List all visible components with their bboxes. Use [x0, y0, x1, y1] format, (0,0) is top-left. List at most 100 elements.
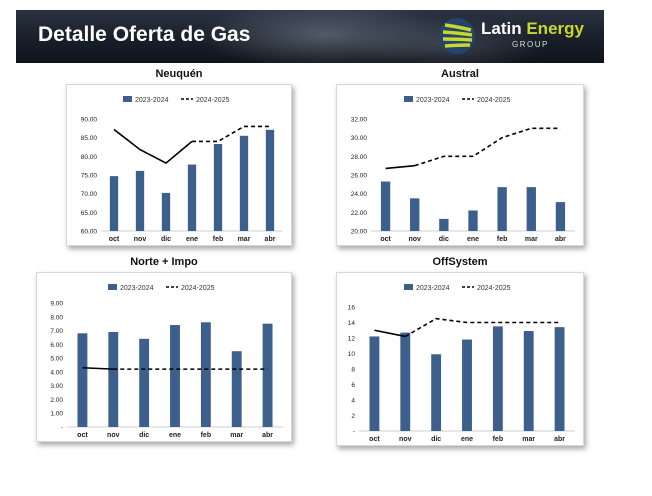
- legend-swatch-bar: [404, 96, 413, 102]
- latin-energy-logo-icon: [439, 18, 475, 54]
- x-tick-label: abr: [555, 236, 566, 243]
- y-tick-label: 3.00: [50, 383, 63, 390]
- y-tick-label: 30.00: [351, 135, 368, 142]
- x-tick-label: nov: [134, 236, 147, 243]
- x-tick-label: feb: [493, 436, 504, 443]
- x-tick-label: abr: [554, 436, 565, 443]
- series-line-solid: [82, 366, 114, 370]
- x-tick-label: ene: [186, 236, 198, 243]
- y-tick-label: 14: [348, 320, 356, 327]
- y-tick-label: 22.00: [351, 210, 368, 217]
- legend-label: 2024-2025: [181, 285, 215, 292]
- y-tick-label: 20.00: [351, 229, 368, 236]
- y-tick-label: 28.00: [351, 154, 368, 161]
- x-tick-label: mar: [525, 236, 538, 243]
- chart-panel-norte-impo: Norte + Impo - 1.00 2.00 3.00 4.00 5.00 6.00 7.…: [36, 256, 292, 446]
- chart-norte-impo: - 1.00 2.00 3.00 4.00 5.00 6.00 7.00 8.00 9.00 oct…: [50, 284, 283, 439]
- y-tick-label: 4.00: [50, 369, 63, 376]
- y-tick-label: 1.00: [50, 411, 63, 418]
- x-tick-label: feb: [497, 236, 508, 243]
- bar-ene: [468, 210, 478, 231]
- logo-subtitle: GROUP: [512, 40, 549, 49]
- chart-box: - 1.00 2.00 3.00 4.00 5.00 6.00 7.00 8.00 9.00 oct…: [36, 272, 292, 442]
- x-tick-label: abr: [262, 432, 273, 439]
- chart-panel-offsystem: OffSystem - 2 4 6 8 10 12 14 16 oct nov dic ene feb ma…: [336, 256, 584, 448]
- y-tick-label: 2.00: [50, 397, 63, 404]
- x-tick-label: feb: [213, 236, 224, 243]
- y-tick-label: 5.00: [50, 356, 63, 363]
- bar-mar: [526, 187, 536, 231]
- x-tick-label: oct: [109, 236, 120, 243]
- y-tick-label: -: [61, 425, 63, 432]
- legend-swatch-bar: [108, 284, 117, 290]
- chart-austral: 20.00 22.00 24.00 26.00 28.00 30.00 32.00 oct no…: [351, 96, 575, 243]
- chart-box: 60.00 65.00 70.00 75.00 80.00 85.00 90.00 oct no…: [66, 84, 292, 246]
- bar-ene: [462, 339, 472, 431]
- x-tick-label: nov: [107, 432, 120, 439]
- bar-feb: [200, 322, 211, 427]
- x-tick-label: mar: [238, 236, 251, 243]
- bar-abr: [555, 202, 566, 231]
- y-tick-label: 7.00: [50, 328, 63, 335]
- x-tick-label: mar: [522, 436, 535, 443]
- legend-label: 2024-2025: [477, 285, 511, 292]
- legend-label: 2023-2024: [135, 97, 169, 104]
- page-title: Detalle Oferta de Gas: [38, 23, 251, 46]
- chart-title: Norte + Impo: [130, 256, 198, 268]
- y-tick-label: 85.00: [81, 135, 98, 142]
- y-tick-label: 10: [348, 351, 356, 358]
- bar-feb: [492, 326, 503, 431]
- y-tick-label: 32.00: [351, 117, 368, 124]
- legend-swatch-bar: [404, 284, 413, 290]
- chart-panel-austral: Austral 20.00 22.00 24.00 26.00 28.00 30.00 32…: [336, 68, 584, 248]
- y-tick-label: 6: [351, 382, 355, 389]
- bar-nov: [108, 331, 119, 427]
- series-line-solid: [374, 329, 406, 338]
- x-tick-label: dic: [439, 236, 449, 243]
- y-tick-label: 75.00: [81, 173, 98, 180]
- y-tick-label: 2: [351, 413, 355, 420]
- x-tick-label: ene: [467, 236, 479, 243]
- x-tick-label: ene: [461, 436, 473, 443]
- series-line-solid: [385, 164, 415, 170]
- chart-title: Austral: [441, 68, 479, 80]
- y-tick-label: 65.00: [81, 210, 98, 217]
- bar-ene: [187, 164, 197, 231]
- series-line-solid: [113, 128, 193, 165]
- y-tick-label: 24.00: [351, 191, 368, 198]
- bar-mar: [239, 135, 249, 231]
- x-tick-label: ene: [169, 432, 181, 439]
- bar-dic: [139, 338, 150, 427]
- series-line-dashed: [414, 127, 561, 167]
- chart-box: 20.00 22.00 24.00 26.00 28.00 30.00 32.00 oct no…: [336, 84, 584, 246]
- y-tick-label: 8: [351, 367, 355, 374]
- legend-label: 2023-2024: [120, 285, 154, 292]
- bar-nov: [410, 198, 420, 231]
- x-tick-label: abr: [265, 236, 276, 243]
- y-tick-label: 60.00: [81, 229, 98, 236]
- legend-swatch-bar: [123, 96, 132, 102]
- series-line-dashed: [404, 317, 560, 338]
- bar-mar: [523, 331, 534, 431]
- banner-cloud: [196, 10, 456, 63]
- y-tick-label: 12: [348, 336, 356, 343]
- legend-label: 2024-2025: [477, 97, 511, 104]
- bar-oct: [109, 176, 119, 231]
- bar-mar: [231, 351, 242, 427]
- bar-dic: [431, 354, 442, 431]
- series-line-dashed: [192, 125, 270, 143]
- legend-label: 2023-2024: [416, 285, 450, 292]
- x-tick-label: nov: [399, 436, 412, 443]
- y-tick-label: 6.00: [50, 342, 63, 349]
- y-tick-label: -: [353, 429, 355, 436]
- chart-neuquen: 60.00 65.00 70.00 75.00 80.00 85.00 90.00 oct no…: [81, 96, 283, 243]
- y-tick-label: 70.00: [81, 191, 98, 198]
- company-logo: Latin Energy GROUP: [437, 16, 602, 56]
- y-tick-label: 16: [348, 305, 356, 312]
- bar-abr: [262, 323, 273, 427]
- bar-feb: [213, 144, 223, 231]
- bar-oct: [369, 336, 380, 431]
- x-tick-label: feb: [201, 432, 212, 439]
- header-banner: Detalle Oferta de Gas Latin Energy GROUP: [16, 10, 604, 63]
- chart-title: OffSystem: [432, 256, 488, 268]
